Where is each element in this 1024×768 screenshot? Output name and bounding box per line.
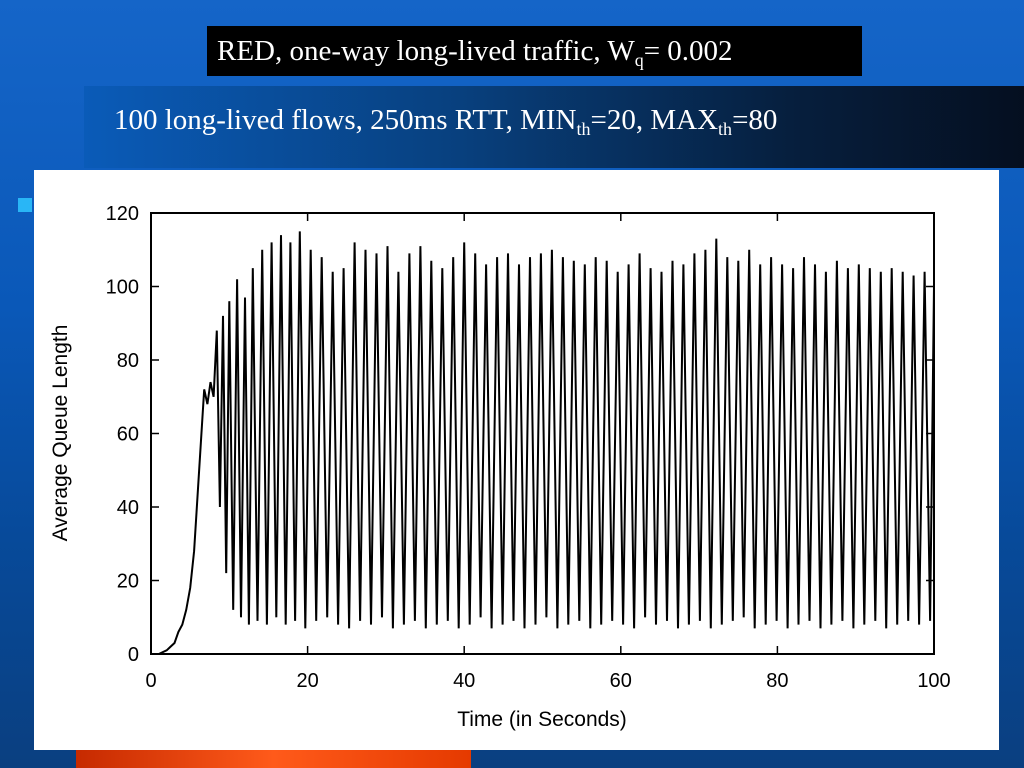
y-axis-label: Average Queue Length (49, 325, 72, 542)
x-axis-ticks: 0 20 40 60 80 100 (145, 213, 951, 692)
slide-title-subscript: q (634, 50, 644, 70)
x-tick-label: 100 (917, 670, 950, 692)
y-tick-label: 100 (106, 277, 139, 299)
slide-title-main: RED, one-way long-lived traffic, W (217, 35, 635, 67)
x-axis-label: Time (in Seconds) (457, 708, 627, 731)
series-line (151, 231, 935, 655)
y-tick-label: 0 (128, 644, 139, 666)
x-tick-label: 80 (766, 670, 788, 692)
y-tick-label: 40 (117, 497, 139, 519)
y-tick-label: 120 (106, 203, 139, 225)
x-tick-label: 40 (453, 670, 475, 692)
slide-subtitle: 100 long-lived flows, 250ms RTT, MINth=2… (114, 104, 778, 139)
y-tick-label: 60 (117, 424, 139, 446)
subtitle-part-c: =80 (732, 104, 778, 136)
bullet-marker (18, 198, 32, 212)
slide-title-tail: = 0.002 (643, 35, 733, 67)
subtitle-part-a: 100 long-lived flows, 250ms RTT, MIN (114, 104, 577, 136)
y-tick-label: 20 (117, 571, 139, 593)
subtitle-band: 100 long-lived flows, 250ms RTT, MINth=2… (84, 86, 1024, 168)
y-tick-label: 80 (117, 350, 139, 372)
subtitle-subscript-1: th (576, 119, 591, 139)
x-tick-label: 20 (296, 670, 318, 692)
x-tick-label: 0 (145, 670, 156, 692)
subtitle-part-b: =20, MAX (590, 104, 719, 136)
decorative-bottom-bar (76, 750, 471, 768)
line-chart: 0 20 40 60 80 100 0 20 40 60 80 100 120 Time (in Se… (49, 203, 951, 731)
series-layer (151, 231, 935, 655)
subtitle-subscript-2: th (718, 119, 733, 139)
slide-title: RED, one-way long-lived traffic, Wq= 0.0… (207, 26, 862, 76)
x-tick-label: 60 (610, 670, 632, 692)
chart-panel: 0 20 40 60 80 100 0 20 40 60 80 100 120 Time (in Se… (34, 170, 999, 750)
